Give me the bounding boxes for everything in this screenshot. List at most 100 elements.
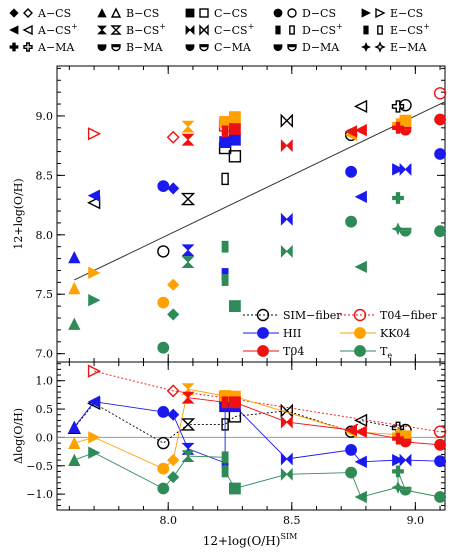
data-point [167, 408, 180, 421]
legend-open-icon [22, 24, 33, 36]
data-point [167, 454, 180, 467]
legend-open-icon [199, 24, 209, 36]
legend-label: C−CS+ [214, 22, 254, 37]
legend-filled-icon [97, 44, 107, 51]
data-point [68, 281, 81, 295]
data-point [181, 120, 195, 133]
data-point [87, 196, 101, 210]
legend-filled-icon [363, 25, 369, 35]
method-legend-entry: SIM−fiber [243, 308, 342, 322]
series-hii [68, 395, 447, 469]
x-tick-label: 8.0 [159, 514, 177, 527]
legend-entry: B−MA [97, 41, 164, 54]
data-point [228, 396, 241, 409]
legend-entry: D−MA [273, 41, 340, 54]
legend-entry: A−MA [9, 41, 75, 54]
data-point [180, 192, 196, 206]
legend-filled-icon [185, 8, 195, 18]
marker-legend: A−CS B−CS C−CS D−CS E−CS A−CS+ B−CS+ C−CS+ D−CS+… [9, 7, 430, 54]
legend-label: E−CS+ [390, 22, 430, 37]
legend-entry: D−CS+ [275, 22, 343, 37]
data-point [221, 172, 229, 186]
data-point [399, 126, 412, 136]
legend-label: D−CS+ [302, 22, 343, 37]
data-point [399, 453, 412, 467]
data-point [392, 163, 405, 176]
data-point [434, 438, 447, 451]
method-legend-label: T04−fiber [380, 309, 437, 322]
series-sim-fiber [87, 98, 412, 258]
series-line [73, 402, 406, 444]
legend-entry: E−MA [360, 41, 428, 54]
legend-filled-icon [360, 41, 372, 53]
method-legend-icon [353, 308, 367, 322]
data-point [68, 436, 81, 450]
data-point [354, 425, 367, 438]
data-point [157, 341, 170, 354]
data-point [392, 465, 404, 478]
series-t04 [181, 113, 447, 153]
legend-open-icon [111, 44, 121, 52]
legend-label: B−CS [126, 7, 159, 20]
y-tick-label: 1.0 [36, 375, 54, 388]
legend-label: A−MA [37, 41, 75, 54]
legend-entry: B−CS [97, 7, 159, 20]
data-point [221, 240, 229, 253]
data-point [434, 455, 447, 468]
legend-label: C−MA [214, 41, 252, 54]
data-point [157, 405, 170, 418]
data-point [181, 133, 195, 146]
data-point [345, 165, 358, 178]
data-point [228, 123, 241, 135]
data-point [167, 278, 180, 291]
legend-open-icon [289, 25, 295, 35]
series-line [93, 370, 441, 433]
data-point [392, 121, 404, 134]
data-point [399, 227, 412, 237]
y-tick-label: 0.5 [36, 403, 54, 416]
legend-filled-icon [9, 42, 19, 52]
data-point [354, 190, 367, 203]
legend-label: B−MA [126, 41, 164, 54]
data-point [228, 410, 242, 423]
data-point [68, 453, 81, 467]
data-point [68, 251, 81, 264]
legend-filled-icon [9, 8, 19, 18]
data-point [280, 467, 293, 481]
y-axis-label: 12+log(O/H) [12, 178, 25, 249]
legend-open-icon [287, 44, 297, 52]
data-point [228, 150, 242, 163]
x-axis-label-text: 12+log(O/H)SIM [203, 532, 298, 548]
method-legend: SIM−fiber T04−fiber HII KK04 T04 Te [243, 308, 437, 360]
data-point [181, 391, 195, 404]
legend-open-icon [375, 7, 386, 19]
legend-entry: C−CS+ [185, 22, 254, 37]
method-legend-icon [257, 345, 269, 357]
data-point [68, 317, 81, 330]
legend-filled-icon [9, 25, 19, 35]
legend-open-icon [377, 25, 383, 35]
x-tick-label: 9.0 [407, 514, 425, 527]
legend-open-icon [110, 7, 122, 18]
legend-open-icon [287, 8, 297, 18]
data-point [228, 300, 241, 313]
series-line [74, 388, 406, 470]
data-point [344, 423, 358, 437]
data-point [280, 452, 293, 466]
y-tick-label: 8.5 [36, 169, 54, 182]
data-point [221, 396, 229, 409]
data-point [87, 364, 102, 378]
reference-line [74, 101, 446, 281]
legend-filled-icon [97, 25, 107, 35]
data-point [157, 245, 170, 258]
data-point [392, 432, 404, 445]
series-t04 [181, 391, 447, 451]
data-point [181, 244, 195, 257]
data-point [434, 148, 447, 160]
data-point [391, 480, 405, 494]
x-tick-label: 8.5 [283, 514, 301, 527]
data-point [157, 482, 170, 495]
legend-filled-icon [185, 25, 195, 35]
data-point [88, 431, 101, 444]
